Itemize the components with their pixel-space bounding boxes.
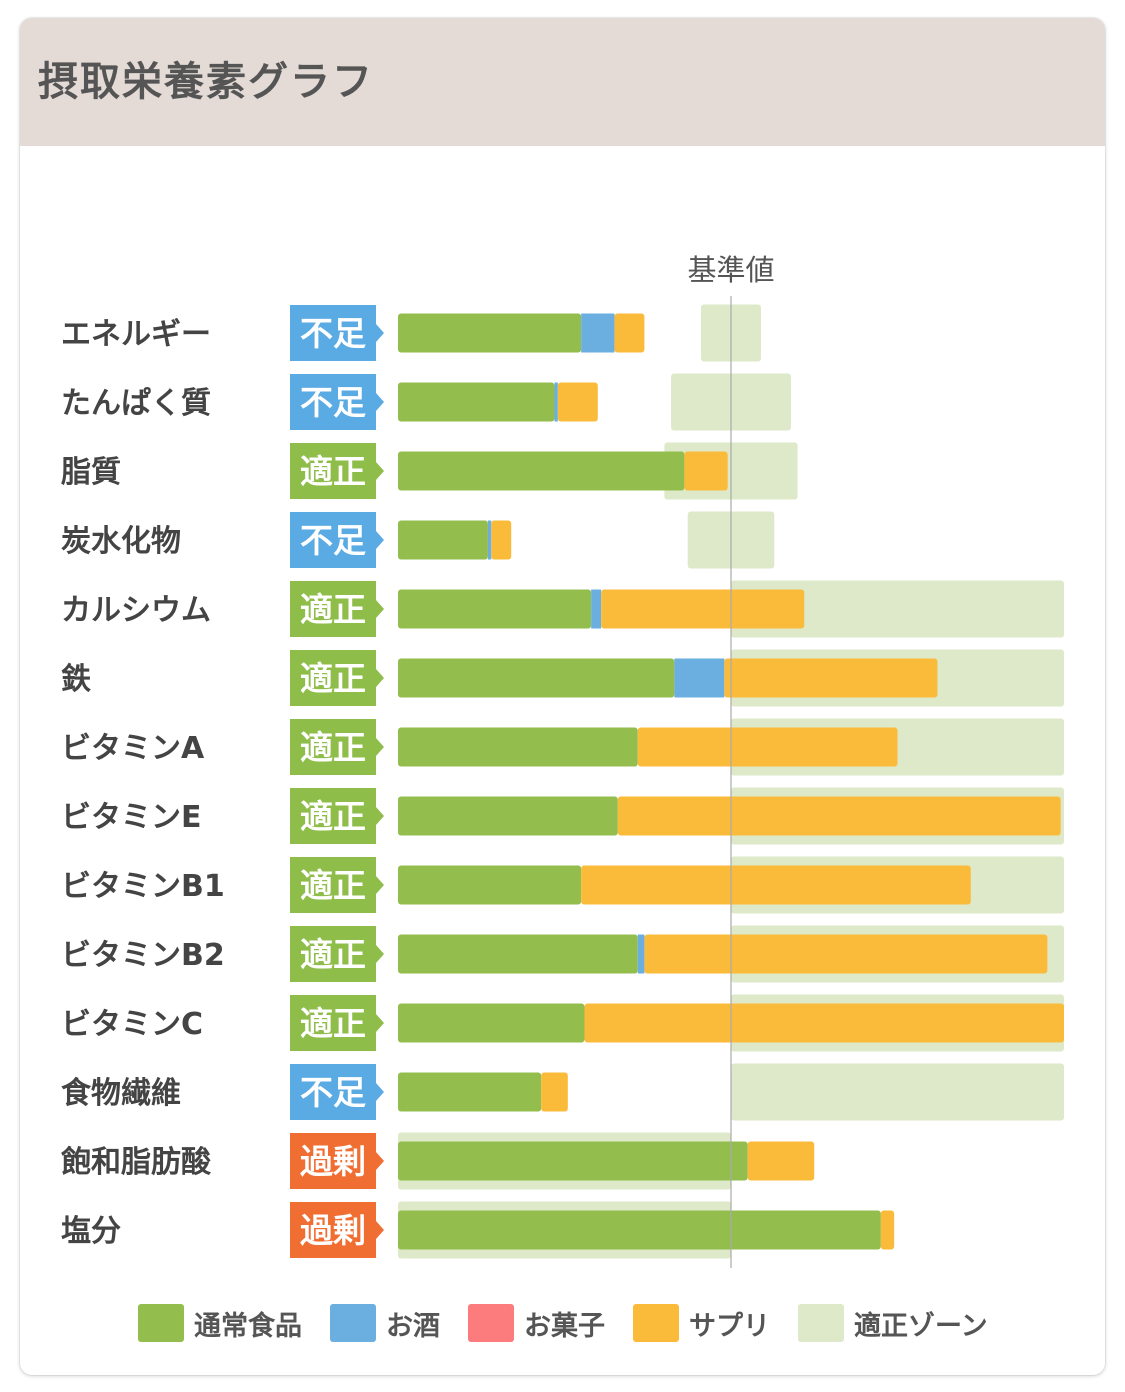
bar-segment-supplement-5 xyxy=(724,658,938,698)
bar-segment-supplement-1 xyxy=(557,382,598,422)
bar-segment-normal-1 xyxy=(398,382,555,422)
bar-segment-normal-2 xyxy=(398,451,685,491)
legend-swatch-alcohol xyxy=(330,1304,376,1342)
status-badge-label-9: 適正 xyxy=(300,935,366,974)
status-badge-11 xyxy=(290,1064,384,1120)
bar-segment-normal-3 xyxy=(398,520,488,560)
bar-segment-normal-12 xyxy=(398,1141,748,1181)
status-badge-6 xyxy=(290,719,384,775)
bar-segment-supplement-11 xyxy=(541,1072,568,1112)
bar-segment-supplement-0 xyxy=(614,313,645,353)
status-badge-4 xyxy=(290,581,384,637)
legend-label-normal-food: 通常食品 xyxy=(194,1310,302,1342)
status-badge-1 xyxy=(290,374,384,430)
status-badge-label-1: 不足 xyxy=(300,383,366,422)
status-badge-9 xyxy=(290,926,384,982)
status-badge-label-4: 適正 xyxy=(300,590,366,629)
bar-segment-supplement-4 xyxy=(601,589,805,629)
legend-label-snack: お菓子 xyxy=(524,1310,605,1342)
bar-segment-normal-8 xyxy=(398,865,582,905)
bar-segment-normal-4 xyxy=(398,589,592,629)
bar-segment-supplement-3 xyxy=(491,520,512,560)
category-label-10: ビタミンC xyxy=(61,1007,203,1042)
bar-segment-normal-6 xyxy=(398,727,638,767)
bar-segment-alcohol-0 xyxy=(581,313,615,353)
bar-segment-supplement-13 xyxy=(880,1210,895,1250)
bar-segment-supplement-6 xyxy=(637,727,898,767)
adequate-zone-4 xyxy=(731,580,1064,638)
bar-segment-normal-5 xyxy=(398,658,675,698)
bar-segment-normal-7 xyxy=(398,796,618,836)
legend-item-supplement: サプリ xyxy=(633,1304,770,1343)
status-badge-7 xyxy=(290,788,384,844)
bar-segment-alcohol-3 xyxy=(487,520,492,560)
bar-segment-alcohol-4 xyxy=(591,589,602,629)
bar-segment-supplement-9 xyxy=(644,934,1048,974)
category-label-2: 脂質 xyxy=(61,455,121,490)
status-badge-10 xyxy=(290,995,384,1051)
status-badge-13 xyxy=(290,1202,384,1258)
bar-segment-alcohol-9 xyxy=(637,934,645,974)
status-badge-label-7: 適正 xyxy=(300,797,366,836)
category-label-6: ビタミンA xyxy=(61,731,205,766)
category-label-12: 飽和脂肪酸 xyxy=(61,1145,212,1180)
legend-swatch-adequate-zone xyxy=(798,1304,844,1342)
bar-segment-supplement-10 xyxy=(584,1003,1064,1043)
bar-segment-supplement-7 xyxy=(617,796,1061,836)
category-label-13: 塩分 xyxy=(61,1214,121,1249)
category-label-5: 鉄 xyxy=(61,662,91,697)
status-badge-label-2: 適正 xyxy=(300,452,366,491)
status-badge-label-5: 適正 xyxy=(300,659,366,698)
category-label-0: エネルギー xyxy=(61,317,211,352)
category-label-11: 食物繊維 xyxy=(61,1076,181,1111)
status-badge-label-11: 不足 xyxy=(300,1073,366,1112)
status-badge-12 xyxy=(290,1133,384,1189)
legend-label-adequate-zone: 適正ゾーン xyxy=(854,1310,988,1342)
legend-item-snack: お菓子 xyxy=(468,1304,605,1343)
status-badge-label-3: 不足 xyxy=(300,521,366,560)
status-badge-5 xyxy=(290,650,384,706)
chart-legend: 通常食品 お酒 お菓子 サプリ 適正ゾーン xyxy=(138,1302,1016,1344)
status-badge-label-6: 適正 xyxy=(300,728,366,767)
status-badge-label-8: 適正 xyxy=(300,866,366,905)
bar-segment-alcohol-1 xyxy=(554,382,558,422)
legend-item-adequate-zone: 適正ゾーン xyxy=(798,1304,988,1343)
reference-line-label: 基準値 xyxy=(687,253,774,287)
status-badge-label-10: 適正 xyxy=(300,1004,366,1043)
category-label-4: カルシウム xyxy=(61,593,211,628)
status-badge-label-12: 過剰 xyxy=(300,1142,366,1181)
status-badge-0 xyxy=(290,305,384,361)
legend-item-normal-food: 通常食品 xyxy=(138,1304,302,1343)
bar-segment-supplement-2 xyxy=(684,451,728,491)
legend-item-alcohol: お酒 xyxy=(330,1304,440,1343)
status-badge-8 xyxy=(290,857,384,913)
legend-swatch-normal-food xyxy=(138,1304,184,1342)
bar-segment-alcohol-5 xyxy=(674,658,725,698)
bar-segment-supplement-12 xyxy=(747,1141,815,1181)
page-title: 摂取栄養素グラフ xyxy=(38,59,374,105)
bar-segment-normal-11 xyxy=(398,1072,542,1112)
category-label-1: たんぱく質 xyxy=(61,386,211,421)
legend-swatch-supplement xyxy=(633,1304,679,1342)
status-badge-3 xyxy=(290,512,384,568)
legend-label-alcohol: お酒 xyxy=(386,1310,440,1342)
bar-segment-normal-9 xyxy=(398,934,638,974)
category-label-9: ビタミンB2 xyxy=(61,938,225,973)
legend-label-supplement: サプリ xyxy=(689,1310,770,1342)
status-badge-2 xyxy=(290,443,384,499)
category-label-7: ビタミンE xyxy=(61,800,202,835)
category-label-3: 炭水化物 xyxy=(61,524,181,559)
nutrient-graph-card: 摂取栄養素グラフ 基準値 エネルギー 不足 たんぱく質 不足 脂質 適正 炭水化物 不足 カルシウ… xyxy=(20,18,1105,1375)
status-badge-label-0: 不足 xyxy=(300,314,366,353)
bar-segment-normal-13 xyxy=(398,1210,881,1250)
adequate-zone-11 xyxy=(731,1063,1064,1121)
bar-segment-supplement-8 xyxy=(581,865,971,905)
status-badge-label-13: 過剰 xyxy=(300,1211,366,1250)
legend-swatch-snack xyxy=(468,1304,514,1342)
card-header: 摂取栄養素グラフ xyxy=(20,18,1105,146)
category-label-8: ビタミンB1 xyxy=(61,869,225,904)
bar-segment-normal-10 xyxy=(398,1003,585,1043)
bar-segment-normal-0 xyxy=(398,313,582,353)
